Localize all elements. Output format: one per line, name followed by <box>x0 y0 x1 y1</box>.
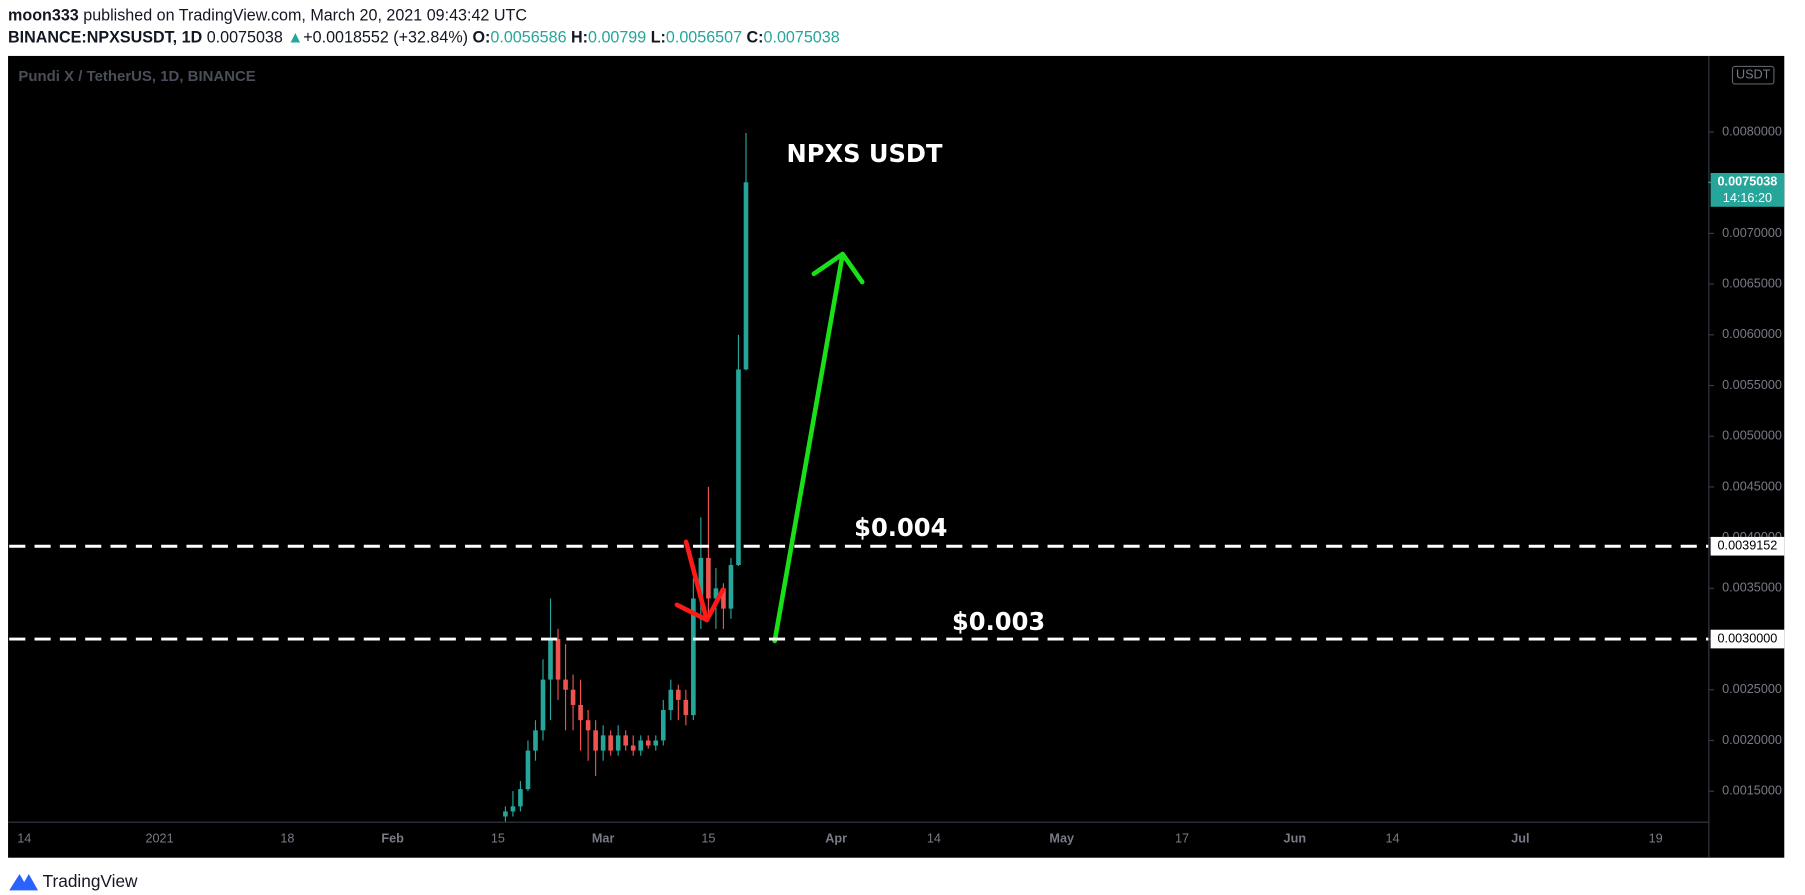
level-label-box <box>1710 536 1785 556</box>
candle-body <box>630 745 636 751</box>
c-value: 0.0075038 <box>764 29 840 47</box>
publish-line: moon333 published on TradingView.com, Ma… <box>8 7 527 25</box>
tradingview-logo <box>9 874 38 891</box>
candle-body <box>676 689 681 700</box>
candle-body <box>623 735 628 746</box>
y-tick-label: 0.0065000 <box>1722 275 1782 290</box>
green-arrow-head <box>811 251 865 285</box>
annotation: NPXS USDT <box>787 139 943 168</box>
up-arrow: ▲ <box>287 29 303 47</box>
y-tick-label: 0.0015000 <box>1722 782 1782 797</box>
x-tick-label: 17 <box>1175 830 1189 845</box>
x-tick-label: 14 <box>17 830 31 845</box>
candle-body <box>736 369 741 566</box>
x-tick-label: 14 <box>927 830 941 845</box>
x-tick-label: May <box>1049 830 1075 845</box>
o-value: 0.0056586 <box>490 29 566 47</box>
x-tick-label: 18 <box>280 830 294 845</box>
candle-body <box>706 557 711 599</box>
l-label: L: <box>651 29 666 47</box>
y-tick-label: 0.0060000 <box>1722 326 1782 341</box>
candle-body <box>585 720 591 731</box>
y-tick-label: 0.0055000 <box>1722 377 1782 392</box>
y-tick-label: 0.0050000 <box>1722 428 1782 443</box>
candle-body <box>518 789 523 807</box>
x-tick-label: 2021 <box>145 830 173 845</box>
change: +0.0018552 (+32.84%) <box>303 29 468 47</box>
c-label: C: <box>747 29 764 47</box>
h-label: H: <box>571 29 588 47</box>
candle-body <box>653 740 659 746</box>
logo-mark <box>9 874 38 891</box>
candle-body <box>728 565 734 609</box>
candle-body <box>503 811 508 817</box>
candle-body <box>698 557 704 599</box>
symbol: BINANCE:NPXSUSDT, 1D <box>8 29 202 47</box>
x-tick-label: 15 <box>491 830 505 845</box>
candle-body <box>578 704 583 721</box>
x-tick-label: 15 <box>701 830 715 845</box>
h-value: 0.00799 <box>588 29 646 47</box>
candle-body <box>668 689 674 711</box>
candle-body <box>570 689 576 705</box>
candle-body <box>525 750 531 790</box>
last-price-label: 0.0075038 <box>1718 174 1778 189</box>
o-label: O: <box>473 29 491 47</box>
candle-body <box>638 740 644 751</box>
candle-body <box>548 639 553 680</box>
last-price-box <box>1710 172 1785 207</box>
candle-body <box>533 730 538 751</box>
currency-box <box>1731 65 1775 85</box>
published: published on TradingView.com, March 20, … <box>83 7 527 25</box>
y-tick-label: 0.0020000 <box>1722 732 1782 747</box>
candle-body <box>510 806 516 812</box>
legend: Pundi X / TetherUS, 1D, BINANCE <box>18 68 255 85</box>
level-label: 0.0039152 <box>1718 538 1778 553</box>
candle-body <box>660 710 666 741</box>
chart-panel <box>8 55 1785 858</box>
y-tick-label: 0.0025000 <box>1722 681 1782 696</box>
y-tick-label: 0.0045000 <box>1722 478 1782 493</box>
y-tick-label: 0.0070000 <box>1722 225 1782 240</box>
level-annotation: $0.004 <box>854 513 947 542</box>
candle-body <box>721 588 726 609</box>
author: moon333 <box>8 7 79 25</box>
candle-body <box>563 679 568 690</box>
candle-body <box>540 679 546 731</box>
level-annotation: $0.003 <box>952 607 1045 636</box>
symbol-line: BINANCE:NPXSUSDT, 1D 0.0075038 ▲+0.00185… <box>8 29 840 47</box>
x-tick-label: Jun <box>1284 830 1307 845</box>
candle-body <box>645 740 651 746</box>
red-arrow <box>683 539 710 623</box>
candle-body <box>743 182 749 370</box>
y-tick-label: 0.0080000 <box>1722 123 1782 138</box>
candle-body <box>683 699 689 716</box>
candle-body <box>608 735 613 751</box>
candle-body <box>713 588 719 599</box>
red-arrow-head <box>674 587 726 623</box>
candle-body <box>593 730 598 751</box>
candle-body <box>615 735 621 751</box>
y-tick-label: 0.0035000 <box>1722 580 1782 595</box>
last-price: 0.0075038 <box>207 29 283 47</box>
brand: TradingView <box>43 871 138 891</box>
level-label-box <box>1710 629 1785 649</box>
countdown: 14:16:20 <box>1723 190 1772 205</box>
green-arrow <box>772 251 845 644</box>
plot <box>503 133 749 822</box>
l-value: 0.0056507 <box>666 29 742 47</box>
x-tick-label: 19 <box>1649 830 1663 845</box>
level-label: 0.0030000 <box>1718 630 1778 645</box>
x-tick-label: Feb <box>381 830 404 845</box>
candle-body <box>691 598 696 716</box>
x-tick-label: Mar <box>592 830 615 845</box>
x-tick-label: Apr <box>825 830 847 845</box>
currency: USDT <box>1736 66 1771 81</box>
x-tick-label: Jul <box>1511 830 1529 845</box>
candle-body <box>600 735 606 751</box>
candle-body <box>555 639 561 680</box>
x-tick-label: 14 <box>1386 830 1400 845</box>
